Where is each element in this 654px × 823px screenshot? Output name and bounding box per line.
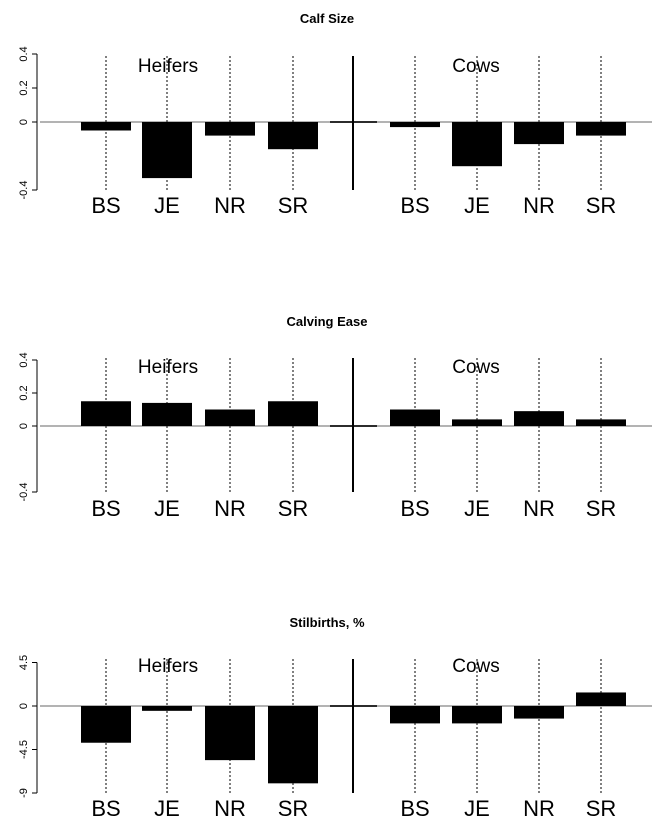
bar — [514, 411, 564, 426]
bar — [205, 122, 255, 136]
category-label: SR — [586, 193, 617, 218]
bar — [81, 706, 131, 743]
group-label: Heifers — [138, 56, 198, 77]
bar — [142, 706, 192, 711]
y-tick-label: 0 — [18, 703, 30, 709]
bar — [205, 409, 255, 426]
bar — [452, 706, 502, 724]
category-label: BS — [91, 796, 120, 821]
bar — [452, 122, 502, 167]
bar — [81, 401, 131, 426]
category-label: SR — [586, 496, 617, 521]
category-label: JE — [154, 796, 180, 821]
category-label: SR — [586, 796, 617, 821]
group-label: Cows — [452, 357, 500, 378]
category-label: SR — [278, 496, 309, 521]
group-label: Cows — [452, 56, 500, 77]
category-label: SR — [278, 193, 309, 218]
bar — [205, 706, 255, 761]
y-tick-label: -4.5 — [18, 740, 30, 759]
group-label: Heifers — [138, 357, 198, 378]
y-tick-label: 0.2 — [18, 385, 30, 400]
category-label: JE — [464, 193, 490, 218]
category-label: JE — [464, 496, 490, 521]
y-tick-label: 0 — [18, 423, 30, 429]
bar — [390, 409, 440, 426]
bar — [268, 401, 318, 426]
bar — [390, 706, 440, 724]
bar — [514, 706, 564, 719]
bar — [268, 122, 318, 150]
category-label: JE — [154, 496, 180, 521]
bar — [452, 419, 502, 426]
bar — [576, 692, 626, 706]
bar — [142, 122, 192, 179]
chart-title: Calving Ease — [287, 314, 368, 329]
category-label: NR — [523, 496, 555, 521]
bar — [142, 402, 192, 426]
category-label: JE — [464, 796, 490, 821]
category-label: BS — [400, 193, 429, 218]
chart-title: Calf Size — [300, 11, 354, 26]
category-label: BS — [91, 496, 120, 521]
category-label: JE — [154, 193, 180, 218]
bar — [268, 706, 318, 784]
chart-title: Stilbirths, % — [289, 615, 365, 630]
category-label: NR — [523, 193, 555, 218]
y-tick-label: -0.4 — [18, 483, 30, 502]
category-label: NR — [214, 796, 246, 821]
category-label: SR — [278, 796, 309, 821]
y-tick-label: 4.5 — [18, 655, 30, 670]
category-label: NR — [523, 796, 555, 821]
group-label: Heifers — [138, 656, 198, 677]
category-label: NR — [214, 496, 246, 521]
bar — [576, 419, 626, 426]
category-label: BS — [91, 193, 120, 218]
category-label: BS — [400, 796, 429, 821]
bar — [514, 122, 564, 145]
category-label: BS — [400, 496, 429, 521]
y-tick-label: -0.4 — [18, 181, 30, 200]
y-tick-label: -9 — [18, 788, 30, 798]
category-label: NR — [214, 193, 246, 218]
y-tick-label: 0.4 — [18, 46, 30, 61]
y-tick-label: 0.4 — [18, 352, 30, 367]
group-label: Cows — [452, 656, 500, 677]
bar — [390, 122, 440, 128]
y-tick-label: 0.2 — [18, 80, 30, 95]
y-tick-label: 0 — [18, 119, 30, 125]
bar — [576, 122, 626, 136]
bar — [81, 122, 131, 131]
